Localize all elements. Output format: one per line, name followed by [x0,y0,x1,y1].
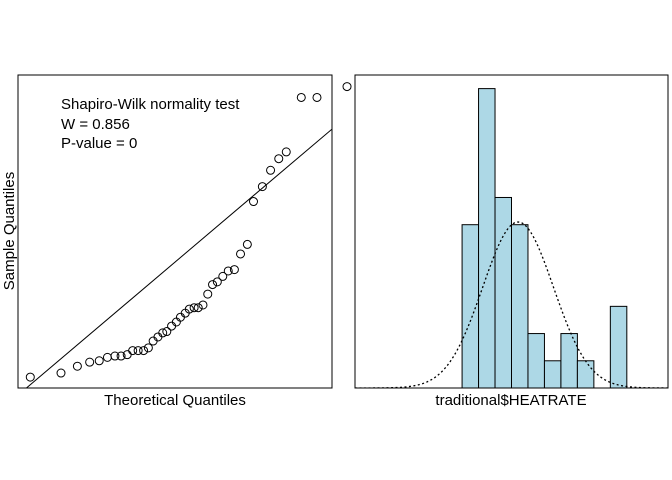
histogram-frame [354,74,669,389]
qq-point [167,321,177,331]
qq-point [193,303,203,313]
histogram-bar [461,224,480,389]
normality-test-w: W = 0.856 [61,116,130,133]
qq-point [102,352,112,362]
qq-point [116,351,126,361]
histogram-bar [609,305,628,389]
qq-plot-frame [17,74,333,389]
qq-point [158,328,168,338]
qq-point [274,154,284,164]
qq-point [139,346,149,356]
qq-point [257,182,267,192]
qq-point [342,82,352,92]
qq-point [133,346,143,356]
qq-point [281,147,291,157]
qq-point [184,304,194,314]
qq-plot-panel: Shapiro-Wilk normality test W = 0.856 P-… [1,74,352,409]
histogram-x-axis-label: traditional$HEATRATE [435,392,586,409]
qq-point [94,356,104,366]
normality-test-pvalue: P-value = 0 [61,135,137,152]
qq-point [296,92,306,102]
qq-point [171,317,181,327]
qq-point [312,92,322,102]
qq-point [218,271,228,281]
qq-point [72,361,82,371]
qq-point [153,332,163,342]
normality-test-title: Shapiro-Wilk normality test [61,96,240,113]
qq-point [198,300,208,310]
qq-point [229,265,239,275]
qq-point [143,343,153,353]
histogram-bar [494,196,512,389]
qq-point [128,346,138,356]
qq-point [249,197,258,207]
qq-point [189,303,199,313]
qq-point [223,266,233,276]
qq-point [148,336,158,346]
qq-x-axis-label: Theoretical Quantiles [104,392,246,409]
histogram-bar [576,360,595,389]
histogram-bar [511,224,529,389]
histogram-panel: traditional$HEATRATE [354,74,669,409]
qq-point [25,372,35,382]
qq-point [56,368,66,378]
qq-point [212,277,222,287]
histogram-bar [543,360,562,389]
qq-point [162,327,172,337]
qq-y-axis-label: Sample Quantiles [1,172,18,290]
qq-point [175,312,185,322]
qq-point [266,165,276,175]
qq-point [110,351,120,361]
qq-point [203,289,213,299]
histogram-bar [527,333,545,389]
qq-point [208,280,218,290]
histogram-bar [478,88,496,389]
qq-point [85,357,95,367]
qq-reference-line [25,128,332,388]
qq-point [236,249,246,259]
qq-point [242,239,252,249]
